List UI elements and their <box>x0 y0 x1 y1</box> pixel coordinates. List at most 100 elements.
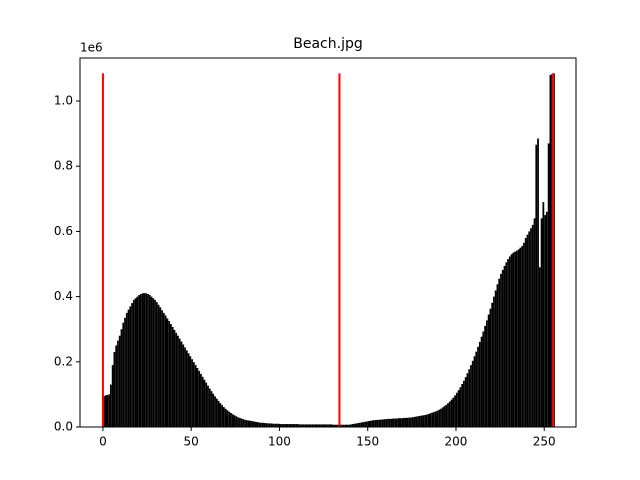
bar <box>307 424 310 427</box>
bar <box>111 365 114 427</box>
bar <box>210 391 213 427</box>
bar <box>417 416 419 427</box>
bar <box>468 369 471 427</box>
bar <box>369 420 372 427</box>
bar <box>493 296 495 427</box>
bar <box>473 356 476 427</box>
bar <box>117 340 119 427</box>
bar <box>524 237 527 427</box>
bar <box>263 423 266 427</box>
bar <box>113 352 116 427</box>
bar <box>298 424 301 427</box>
bar <box>166 318 169 427</box>
bar <box>279 424 282 427</box>
x-tick-label: 0 <box>99 435 107 449</box>
bar <box>491 302 494 427</box>
bar <box>406 417 409 427</box>
bar <box>464 377 467 427</box>
bar <box>171 326 174 427</box>
bar <box>447 403 449 427</box>
bar <box>154 299 156 427</box>
bar <box>182 344 185 427</box>
bar <box>267 423 269 427</box>
bar <box>538 267 541 427</box>
bar <box>138 294 141 427</box>
bar <box>346 424 349 427</box>
bar <box>178 338 181 427</box>
bar <box>364 421 366 427</box>
bar <box>122 322 125 427</box>
bar <box>387 418 389 427</box>
bar <box>455 392 458 427</box>
bar <box>395 418 398 427</box>
bar <box>170 323 172 427</box>
bar <box>397 418 400 427</box>
bar <box>332 424 335 427</box>
bar <box>120 329 123 427</box>
bar <box>461 383 464 427</box>
bar <box>309 424 312 427</box>
bar <box>457 390 460 427</box>
bar <box>434 411 437 427</box>
bar <box>228 411 231 427</box>
bar <box>351 424 354 427</box>
bar <box>274 423 276 427</box>
bar <box>470 365 472 427</box>
bar <box>540 218 543 427</box>
bar <box>203 379 206 427</box>
bar <box>441 407 444 427</box>
bar <box>187 353 190 427</box>
bar <box>450 399 453 427</box>
bar <box>161 310 163 427</box>
bar <box>489 308 492 427</box>
bar <box>304 424 306 427</box>
bar <box>478 341 481 427</box>
y-tick-label: 0.6 <box>54 224 73 238</box>
bar <box>134 298 137 427</box>
bar <box>136 296 139 427</box>
y-tick-label: 0.2 <box>54 354 73 368</box>
bar <box>403 417 405 427</box>
bar <box>521 246 524 427</box>
bar <box>252 421 255 427</box>
bar <box>132 299 135 427</box>
bar <box>245 420 248 427</box>
bar <box>378 419 381 427</box>
bar <box>445 404 448 427</box>
bar <box>424 414 426 427</box>
bar <box>547 143 550 427</box>
bar <box>291 424 294 427</box>
bar <box>251 421 253 427</box>
bar <box>312 424 315 427</box>
bar <box>143 293 146 427</box>
bar <box>148 294 151 427</box>
bar <box>320 424 322 427</box>
bar <box>314 424 317 427</box>
y-tick-label: 0.4 <box>54 289 73 303</box>
bar <box>438 409 441 427</box>
bar <box>192 362 195 427</box>
bar <box>475 351 478 427</box>
bar <box>549 74 552 427</box>
bar <box>311 424 313 427</box>
bar <box>131 303 133 427</box>
bar <box>515 250 518 427</box>
bar <box>224 408 227 427</box>
bar <box>237 417 239 427</box>
bar <box>517 249 520 427</box>
bar <box>201 376 204 427</box>
bar <box>214 396 216 427</box>
bar <box>270 423 273 427</box>
bar <box>390 418 393 427</box>
bar <box>184 347 186 427</box>
axes-frame <box>79 57 577 428</box>
bar <box>526 234 529 427</box>
bar <box>482 331 485 427</box>
bar <box>353 423 356 427</box>
bar <box>164 315 167 427</box>
bar <box>258 422 261 427</box>
bar <box>505 262 508 427</box>
bar <box>535 144 538 427</box>
bar <box>503 265 506 427</box>
